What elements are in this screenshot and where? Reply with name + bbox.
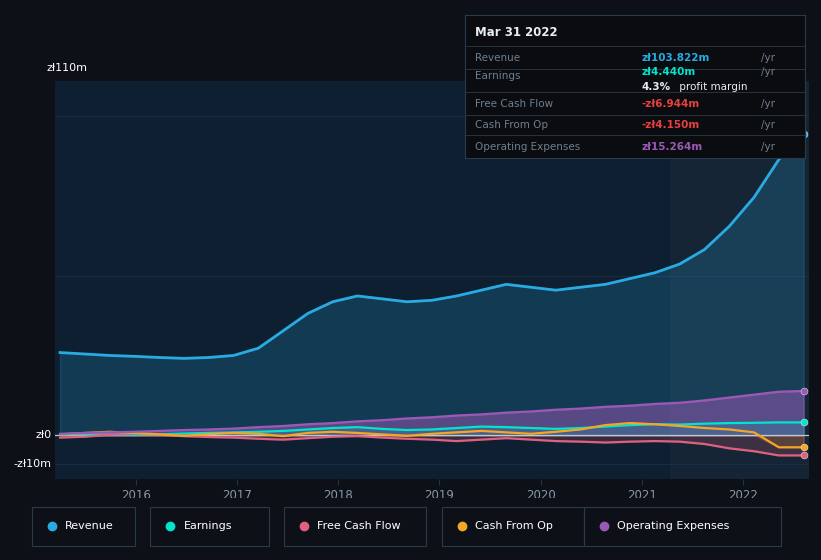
Text: Mar 31 2022: Mar 31 2022: [475, 26, 557, 39]
Text: /yr: /yr: [761, 99, 775, 109]
Text: zł4.440m: zł4.440m: [642, 67, 696, 77]
Text: /yr: /yr: [761, 67, 775, 77]
Text: zł103.822m: zł103.822m: [642, 53, 710, 63]
Bar: [32, 507, 135, 546]
Text: -zł6.944m: -zł6.944m: [642, 99, 700, 109]
Text: zł110m: zł110m: [47, 63, 88, 73]
Text: Cash From Op: Cash From Op: [475, 521, 553, 531]
Bar: [670, 81, 814, 479]
Bar: [284, 507, 426, 546]
Bar: [150, 507, 268, 546]
Text: /yr: /yr: [761, 142, 775, 152]
Text: Revenue: Revenue: [475, 53, 521, 63]
Text: -zł4.150m: -zł4.150m: [642, 120, 700, 130]
Text: /yr: /yr: [761, 120, 775, 130]
Text: -zł10m: -zł10m: [13, 459, 51, 469]
Text: Revenue: Revenue: [66, 521, 114, 531]
Text: Free Cash Flow: Free Cash Flow: [318, 521, 401, 531]
Text: /yr: /yr: [761, 53, 775, 63]
Text: Operating Expenses: Operating Expenses: [475, 142, 580, 152]
Text: zł0: zł0: [35, 430, 51, 440]
Bar: [584, 507, 781, 546]
Text: zł15.264m: zł15.264m: [642, 142, 703, 152]
Text: Free Cash Flow: Free Cash Flow: [475, 99, 553, 109]
Text: Earnings: Earnings: [184, 521, 232, 531]
Text: 4.3%: 4.3%: [642, 82, 671, 91]
Text: Earnings: Earnings: [475, 71, 521, 81]
Text: Operating Expenses: Operating Expenses: [617, 521, 729, 531]
Text: Cash From Op: Cash From Op: [475, 120, 548, 130]
Text: profit margin: profit margin: [676, 82, 747, 91]
Bar: [442, 507, 584, 546]
